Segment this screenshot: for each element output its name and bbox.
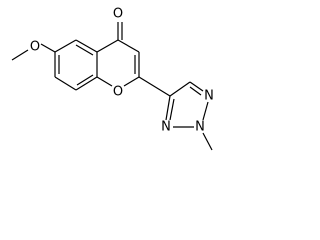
bonds [11, 22, 213, 151]
atom-label: N [161, 120, 171, 135]
molecule-diagram: O O O N N N [11, 7, 214, 151]
atom-label: N [204, 89, 214, 104]
atom-label: O [113, 7, 123, 22]
atom-label: N [195, 120, 205, 135]
atom-label: O [113, 85, 123, 100]
atom-label: O [30, 40, 40, 55]
